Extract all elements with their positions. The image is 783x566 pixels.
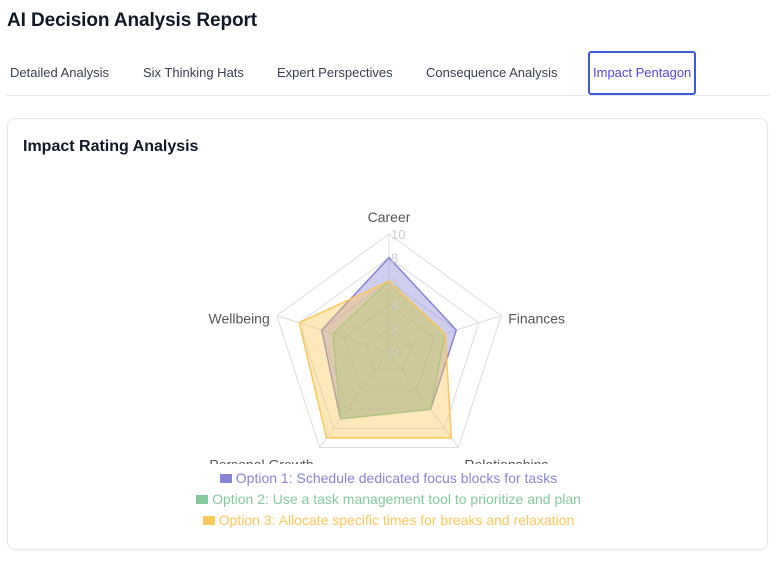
legend-item-option-2[interactable]: Option 2: Use a task management tool to … <box>8 489 769 510</box>
tab-expert-perspectives[interactable]: Expert Perspectives <box>277 65 393 80</box>
tab-bar: Detailed Analysis Six Thinking Hats Expe… <box>6 51 770 96</box>
grid-spoke <box>388 351 459 448</box>
chart-legend: Option 1: Schedule dedicated focus block… <box>8 468 769 531</box>
tick-label: 2 <box>391 321 398 336</box>
grid-ring <box>276 233 502 448</box>
grid-spoke <box>319 351 390 448</box>
tick-label: 6 <box>391 274 398 289</box>
tab-six-thinking-hats[interactable]: Six Thinking Hats <box>143 65 244 80</box>
legend-label: Option 2: Use a task management tool to … <box>212 491 581 507</box>
legend-label: Option 3: Allocate specific times for br… <box>218 512 575 528</box>
legend-swatch <box>196 495 209 504</box>
grid-ring <box>365 327 413 372</box>
legend-swatch <box>202 516 215 525</box>
grid-ring <box>298 256 480 429</box>
radar-chart: 0 2 4 6 8 10 Career Finances Relationships Person… <box>209 209 565 464</box>
card-title: Impact Rating Analysis <box>23 138 199 155</box>
tick-label: 4 <box>391 298 398 313</box>
report-title: AI Decision Analysis Report <box>7 10 257 31</box>
tick-label: 8 <box>391 251 398 266</box>
legend-item-option-3[interactable]: Option 3: Allocate specific times for br… <box>8 510 769 531</box>
tab-detailed-analysis[interactable]: Detailed Analysis <box>10 65 109 80</box>
tab-impact-pentagon[interactable]: Impact Pentagon <box>588 51 697 95</box>
axis-label: Career <box>368 209 411 225</box>
axis-label: Relationships <box>464 456 548 464</box>
tab-consequence-analysis[interactable]: Consequence Analysis <box>426 65 558 80</box>
grid-ring <box>321 280 457 410</box>
series-area-option-3 <box>298 280 453 439</box>
grid-ring <box>343 304 435 391</box>
legend-label: Option 1: Schedule dedicated focus block… <box>235 470 558 486</box>
legend-item-option-1[interactable]: Option 1: Schedule dedicated focus block… <box>8 468 769 489</box>
tick-label: 0 <box>391 345 398 360</box>
axis-label: Wellbeing <box>209 311 270 327</box>
impact-rating-card: Impact Rating Analysis 0 2 4 6 8 10 Career Fina… <box>7 118 768 550</box>
axis-label: Finances <box>508 311 565 327</box>
legend-swatch <box>219 474 232 483</box>
axis-label: Personal Growth <box>209 456 313 464</box>
tick-label: 10 <box>391 227 405 242</box>
